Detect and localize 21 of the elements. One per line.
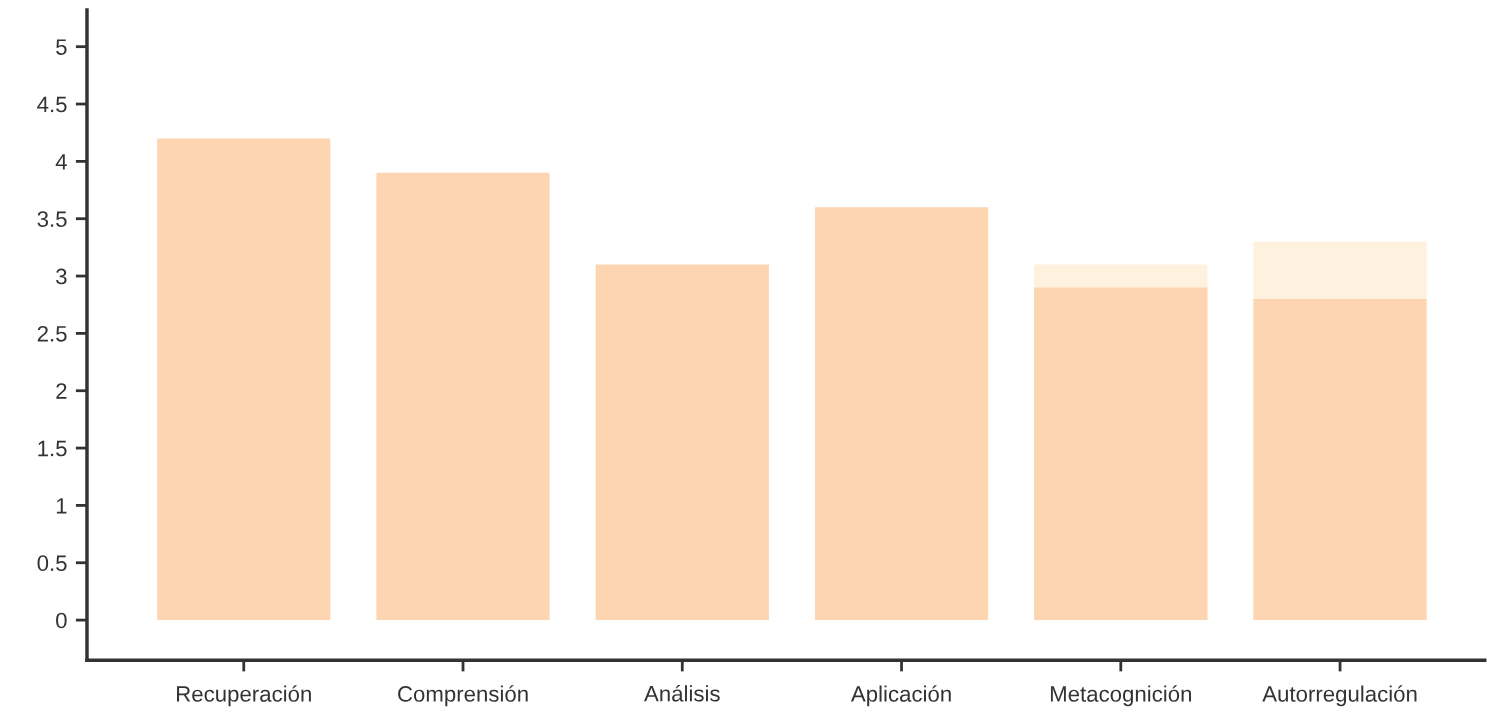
y-tick-label: 0.5 [37, 555, 67, 572]
y-tick-label: 1.5 [38, 440, 67, 457]
x-tick-label: Autorregulación [1262, 685, 1417, 707]
x-tick-label: Análisis [644, 684, 720, 702]
x-tick-label: Comprensión [398, 685, 528, 707]
bar [595, 264, 769, 621]
y-tick-label: 2.5 [37, 325, 67, 342]
y-tick-label: 0 [56, 612, 67, 629]
y-tick-label: 2 [56, 383, 67, 399]
y-tick-label: 4 [55, 154, 67, 170]
y-tick-label: 3.5 [37, 211, 67, 227]
bar [814, 207, 989, 621]
x-tick-label: Recuperación [177, 685, 311, 707]
bar [157, 138, 331, 621]
y-tick-label: 4.5 [37, 96, 67, 113]
y-tick-label: 1 [56, 498, 67, 514]
x-tick-label: Metacognición [1050, 685, 1192, 707]
bar [376, 172, 550, 621]
y-tick-label: 5 [56, 39, 67, 55]
y-tick-label: 3 [56, 268, 67, 285]
x-tick-label: Aplicación [850, 685, 951, 707]
